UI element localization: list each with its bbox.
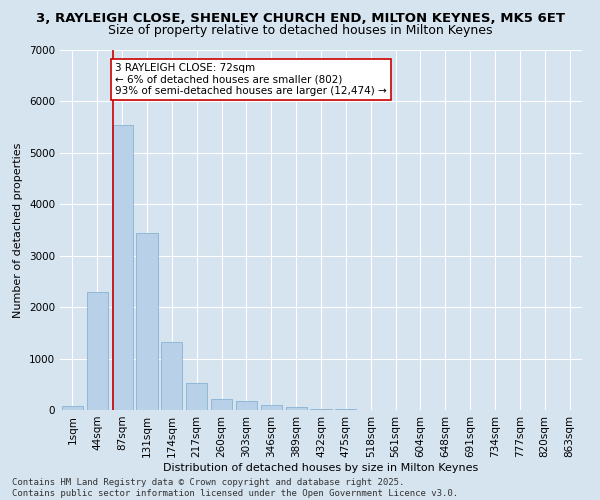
Bar [186, 382, 207, 410]
Text: Size of property relative to detached houses in Milton Keynes: Size of property relative to detached ho… [108, 24, 492, 37]
Bar [87, 292, 108, 410]
Bar [286, 407, 307, 410]
Bar [236, 401, 257, 410]
Text: Contains HM Land Registry data © Crown copyright and database right 2025.
Contai: Contains HM Land Registry data © Crown c… [12, 478, 458, 498]
X-axis label: Distribution of detached houses by size in Milton Keynes: Distribution of detached houses by size … [163, 462, 479, 472]
Text: 3 RAYLEIGH CLOSE: 72sqm
← 6% of detached houses are smaller (802)
93% of semi-de: 3 RAYLEIGH CLOSE: 72sqm ← 6% of detached… [115, 63, 386, 96]
Text: 3, RAYLEIGH CLOSE, SHENLEY CHURCH END, MILTON KEYNES, MK5 6ET: 3, RAYLEIGH CLOSE, SHENLEY CHURCH END, M… [35, 12, 565, 24]
Bar [211, 399, 232, 410]
Y-axis label: Number of detached properties: Number of detached properties [13, 142, 23, 318]
Bar [62, 406, 83, 410]
Bar [136, 232, 158, 410]
Bar [112, 124, 133, 410]
Bar [310, 408, 332, 410]
Bar [161, 342, 182, 410]
Bar [261, 405, 282, 410]
